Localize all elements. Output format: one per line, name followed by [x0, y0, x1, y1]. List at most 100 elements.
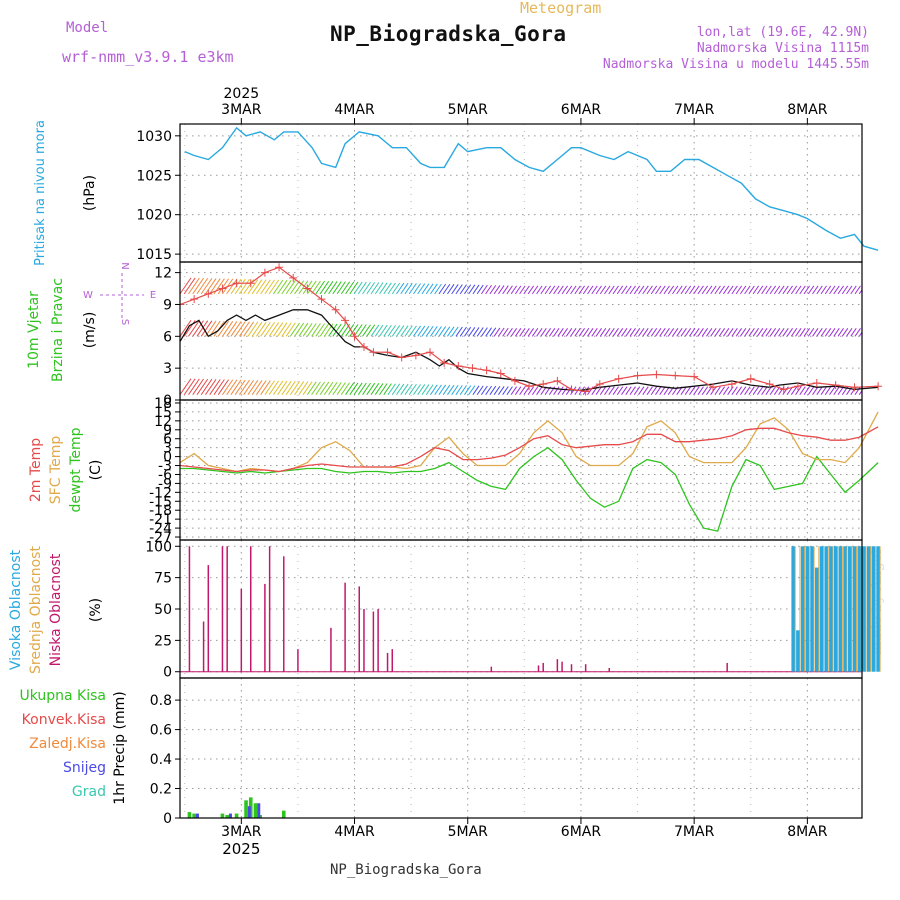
wind-barb [472, 385, 480, 395]
wind-barb [459, 385, 467, 395]
wind-barb [514, 328, 522, 337]
temperature-ytick-label: 9 [163, 423, 172, 439]
wind-barb [425, 384, 434, 395]
wind-barb [744, 328, 751, 337]
wind-barb [289, 322, 300, 337]
wind-gust-marker [539, 380, 548, 389]
wind-gust-marker [812, 379, 821, 388]
wind-barb [243, 379, 255, 395]
wind-barb [612, 328, 619, 337]
wind-barb [718, 386, 726, 395]
wind-barb [468, 327, 476, 337]
wind-barb [595, 285, 602, 295]
wind-barb [396, 325, 405, 337]
precip-ytick-label: 0.8 [150, 693, 172, 709]
wind-barb [481, 327, 488, 337]
wind-gust-marker [779, 385, 788, 394]
pressure-ytick-label: 1030 [136, 129, 172, 145]
wind-barb [205, 278, 217, 295]
wind-barb [192, 320, 204, 337]
wind-barb [604, 386, 611, 395]
model-name: wrf-nmm_v3.9.1 e3km [62, 48, 234, 66]
wind-gust-marker [850, 383, 859, 392]
wind-barb [502, 327, 509, 337]
wind-gust-marker [289, 273, 298, 282]
wind-barb [345, 324, 355, 337]
wind-barb [302, 381, 313, 395]
wind-barb [846, 386, 853, 395]
wind-barb [659, 386, 666, 395]
wind-barb [230, 278, 242, 295]
wind-barb [714, 386, 721, 395]
temperature-ytick-label: -18 [149, 503, 172, 519]
wind-barb [633, 328, 641, 337]
wind-barb [272, 279, 284, 295]
wind-barb [876, 286, 882, 294]
wind-barb [264, 322, 275, 337]
wind-barb [625, 386, 632, 395]
wind-barb [633, 285, 641, 295]
wind-barb [476, 385, 484, 395]
wind-barb [544, 285, 552, 295]
wind-barb [536, 285, 543, 295]
wind-barb [353, 382, 363, 395]
wind-barb [778, 328, 785, 337]
wind-barb [531, 328, 539, 337]
wind-barb [319, 323, 330, 337]
wind-barb [795, 285, 802, 295]
wind-barb [761, 285, 768, 295]
wind-barb [332, 382, 342, 395]
precip-ytick-label: 0.6 [150, 723, 172, 739]
wind-barb [222, 321, 234, 337]
wind-barb [180, 378, 192, 395]
wind-barb [612, 386, 619, 395]
wind-barb [396, 383, 405, 395]
wind-barb [493, 285, 501, 295]
wind-barb [366, 324, 376, 337]
wind-barb [582, 285, 590, 295]
clouds-ytick-label: 100 [145, 539, 172, 555]
wind-barb [357, 382, 367, 395]
wind-barb [188, 277, 200, 295]
wind-barb [807, 285, 815, 295]
wind-barb [256, 279, 267, 295]
wind-barb [659, 328, 666, 337]
wind-barb [362, 382, 371, 395]
wind-barb [404, 325, 413, 337]
wind-barb [782, 328, 789, 337]
wind-gust-marker [331, 305, 340, 314]
day-label-top: 6MAR [561, 102, 602, 118]
wind-barb [595, 386, 602, 395]
wind-barb [493, 327, 501, 337]
station-coords: lon,lat (19.6E, 42.9N) [696, 25, 869, 40]
compass-east: E [150, 290, 156, 301]
wind-barb [782, 285, 789, 295]
wind-barb [519, 285, 526, 295]
pressure-axis-title: Pritisak na nivou mora [33, 120, 48, 266]
wind-barb [306, 323, 317, 337]
wind-barb [527, 285, 535, 295]
wind-barb [311, 381, 321, 395]
high-cloud-bar [871, 546, 876, 672]
wind-barb [816, 328, 823, 337]
day-label-bottom: 4MAR [334, 824, 375, 840]
wind-barb [591, 285, 598, 295]
precip-ytick-label: 0 [163, 811, 172, 827]
day-label-bottom: 7MAR [674, 824, 715, 840]
wind-barb [812, 386, 819, 395]
high-cloud-bar [862, 546, 866, 672]
high-cloud-bar [805, 546, 810, 672]
wind-barb [778, 386, 785, 395]
wind-barb [650, 328, 658, 337]
wind-barb [748, 386, 755, 395]
high-cloud-bar [810, 546, 814, 672]
clouds-ytick-label: 50 [154, 602, 172, 618]
wind-barb [574, 328, 581, 337]
high-cloud-bar [876, 546, 880, 672]
wind-barb [722, 328, 730, 337]
wind-barb [676, 328, 683, 337]
wind-barb [786, 285, 793, 295]
wind-barb [349, 382, 359, 395]
wind-barb [379, 324, 388, 337]
wind-barb [829, 285, 836, 295]
